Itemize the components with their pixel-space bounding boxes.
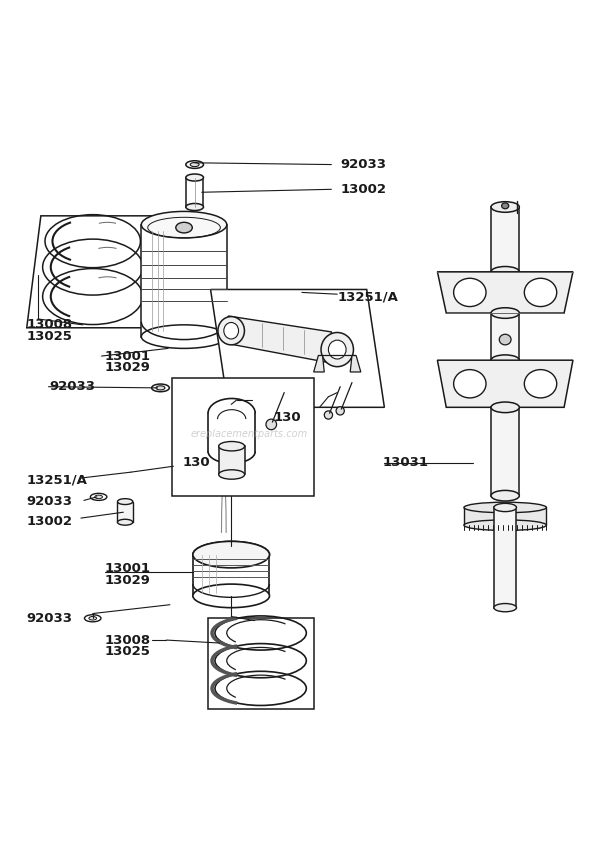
Ellipse shape bbox=[494, 503, 516, 512]
Text: 13002: 13002 bbox=[26, 515, 72, 528]
Bar bbox=[186, 178, 204, 207]
Text: 13251/A: 13251/A bbox=[337, 290, 398, 303]
Ellipse shape bbox=[501, 203, 509, 209]
Polygon shape bbox=[350, 355, 361, 372]
Text: 92033: 92033 bbox=[340, 158, 386, 171]
Text: 13031: 13031 bbox=[382, 456, 429, 469]
Ellipse shape bbox=[218, 441, 244, 451]
Ellipse shape bbox=[176, 223, 192, 233]
Bar bbox=[491, 207, 519, 272]
Text: 13029: 13029 bbox=[105, 361, 150, 374]
Ellipse shape bbox=[321, 332, 353, 366]
Ellipse shape bbox=[464, 520, 546, 530]
Text: 13008: 13008 bbox=[26, 319, 72, 332]
Ellipse shape bbox=[117, 519, 133, 525]
Ellipse shape bbox=[329, 340, 346, 359]
Ellipse shape bbox=[324, 411, 333, 419]
Ellipse shape bbox=[141, 212, 227, 238]
Ellipse shape bbox=[95, 495, 102, 499]
Ellipse shape bbox=[499, 334, 511, 345]
Text: 13002: 13002 bbox=[340, 183, 386, 196]
Text: 130: 130 bbox=[183, 456, 211, 469]
Bar bbox=[464, 507, 546, 525]
Ellipse shape bbox=[193, 541, 269, 568]
Text: 13008: 13008 bbox=[105, 633, 150, 647]
Ellipse shape bbox=[91, 493, 107, 501]
Ellipse shape bbox=[186, 203, 204, 211]
Bar bbox=[491, 407, 519, 496]
Ellipse shape bbox=[85, 615, 101, 622]
Ellipse shape bbox=[491, 355, 519, 366]
Polygon shape bbox=[211, 290, 384, 407]
Bar bbox=[218, 446, 244, 474]
Ellipse shape bbox=[336, 407, 345, 415]
Text: 92033: 92033 bbox=[26, 495, 72, 508]
Text: 13251/A: 13251/A bbox=[26, 474, 87, 487]
Ellipse shape bbox=[218, 470, 244, 479]
Text: 13029: 13029 bbox=[105, 574, 150, 587]
Bar bbox=[193, 555, 269, 596]
Text: 13001: 13001 bbox=[105, 349, 150, 363]
Bar bbox=[494, 507, 516, 608]
Ellipse shape bbox=[525, 278, 556, 307]
Text: 92033: 92033 bbox=[26, 612, 72, 625]
Text: 130: 130 bbox=[274, 411, 301, 424]
Ellipse shape bbox=[453, 370, 486, 398]
Ellipse shape bbox=[218, 316, 244, 345]
Ellipse shape bbox=[141, 325, 227, 348]
Bar bbox=[117, 502, 133, 522]
Ellipse shape bbox=[464, 502, 546, 513]
Ellipse shape bbox=[491, 201, 519, 212]
Ellipse shape bbox=[152, 384, 169, 392]
Bar bbox=[172, 378, 314, 496]
Text: 92033: 92033 bbox=[50, 380, 96, 394]
Bar bbox=[141, 224, 227, 337]
Ellipse shape bbox=[491, 308, 519, 319]
Ellipse shape bbox=[491, 402, 519, 412]
Ellipse shape bbox=[186, 161, 204, 168]
Ellipse shape bbox=[89, 616, 96, 620]
Bar bbox=[208, 618, 314, 709]
Ellipse shape bbox=[494, 604, 516, 612]
Ellipse shape bbox=[453, 278, 486, 307]
Text: 13001: 13001 bbox=[105, 562, 150, 575]
Polygon shape bbox=[437, 360, 573, 407]
Ellipse shape bbox=[266, 419, 276, 430]
Ellipse shape bbox=[186, 174, 204, 181]
Text: ereplacementparts.com: ereplacementparts.com bbox=[190, 429, 307, 439]
Ellipse shape bbox=[224, 552, 239, 562]
Ellipse shape bbox=[525, 370, 556, 398]
Text: 13025: 13025 bbox=[26, 330, 72, 343]
Ellipse shape bbox=[117, 499, 133, 505]
Ellipse shape bbox=[156, 386, 165, 390]
Ellipse shape bbox=[491, 490, 519, 501]
Polygon shape bbox=[314, 355, 324, 372]
Polygon shape bbox=[27, 216, 159, 328]
Ellipse shape bbox=[190, 162, 199, 167]
Ellipse shape bbox=[224, 322, 239, 339]
Ellipse shape bbox=[491, 267, 519, 277]
Polygon shape bbox=[437, 272, 573, 313]
Ellipse shape bbox=[193, 584, 269, 608]
Polygon shape bbox=[229, 316, 332, 363]
Bar bbox=[491, 313, 519, 360]
Ellipse shape bbox=[193, 541, 269, 568]
Text: 13025: 13025 bbox=[105, 645, 150, 659]
